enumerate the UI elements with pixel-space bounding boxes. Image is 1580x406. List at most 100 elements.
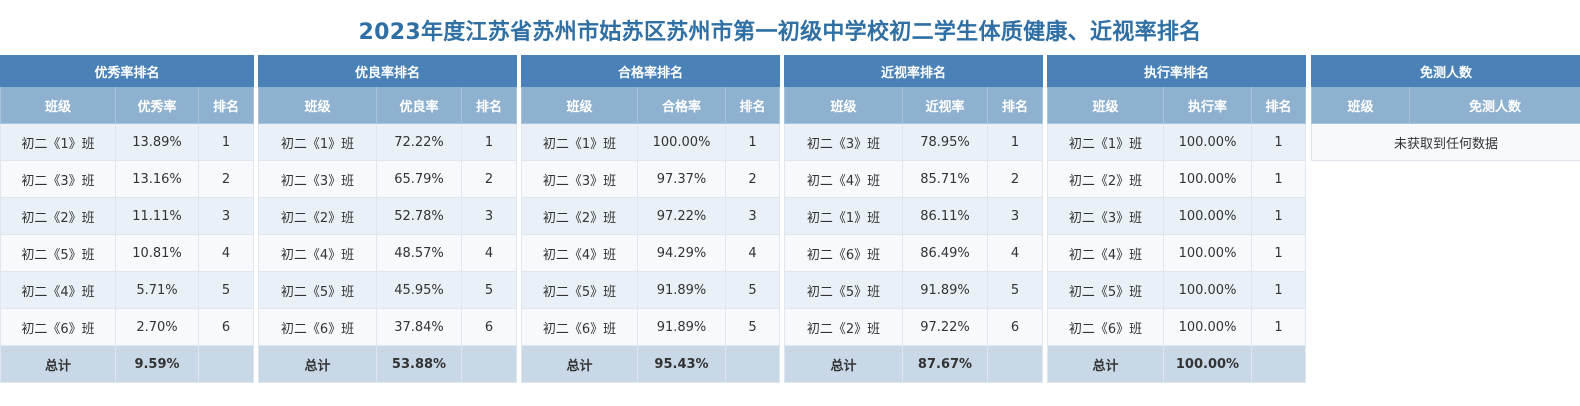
total-label: 总计 [784,345,903,383]
table-row: 初二《1》班 100.00% 1 [521,123,781,161]
cell-rate: 97.37% [637,160,726,198]
total-value: 9.59% [115,345,199,383]
column-header-rank: 排名 [724,86,781,124]
table-row: 初二《4》班 94.29% 4 [521,234,781,272]
cell-class: 初二《5》班 [521,271,638,309]
table-row: 初二《1》班 100.00% 1 [1047,123,1307,161]
cell-rate: 86.49% [902,234,988,272]
table-row: 初二《6》班 100.00% 1 [1047,308,1307,346]
table-row: 初二《5》班 10.81% 4 [0,234,255,272]
cell-rank: 3 [724,197,781,235]
cell-rank: 1 [1250,160,1307,198]
table-row: 初二《4》班 48.57% 4 [258,234,518,272]
cell-rank: 1 [1250,234,1307,272]
cell-class: 初二《1》班 [0,123,116,161]
cell-rank: 6 [197,308,255,346]
cell-rate: 100.00% [637,123,726,161]
cell-class: 初二《2》班 [521,197,638,235]
cell-class: 初二《2》班 [258,197,377,235]
cell-class: 初二《3》班 [1047,197,1164,235]
cell-rank: 5 [986,271,1044,309]
table-row: 初二《1》班 86.11% 3 [784,197,1044,235]
cell-rank: 3 [460,197,518,235]
cell-rank: 3 [197,197,255,235]
cell-class: 初二《5》班 [1047,271,1164,309]
cell-rank: 4 [460,234,518,272]
table-row: 初二《1》班 13.89% 1 [0,123,255,161]
cell-rank: 1 [197,123,255,161]
column-header-rate: 执行率 [1163,86,1252,124]
total-row: 总计 100.00% [1047,345,1307,383]
column-header-rank: 排名 [986,86,1044,124]
table-row: 初二《2》班 97.22% 3 [521,197,781,235]
cell-rank: 4 [724,234,781,272]
cell-rate: 45.95% [376,271,462,309]
table-row: 初二《3》班 65.79% 2 [258,160,518,198]
cell-class: 初二《6》班 [258,308,377,346]
exempt-table: 免测人数 班级 免测人数 未获取到任何数据 [1310,55,1580,161]
table-row: 初二《5》班 91.89% 5 [521,271,781,309]
total-label: 总计 [521,345,638,383]
cell-rate: 72.22% [376,123,462,161]
cell-class: 初二《5》班 [258,271,377,309]
cell-class: 初二《1》班 [521,123,638,161]
cell-class: 初二《4》班 [1047,234,1164,272]
cell-rank: 5 [197,271,255,309]
table-row: 初二《5》班 45.95% 5 [258,271,518,309]
cell-rate: 94.29% [637,234,726,272]
total-rank [1250,345,1307,383]
cell-rank: 1 [986,123,1044,161]
cell-rate: 37.84% [376,308,462,346]
table-row: 初二《6》班 86.49% 4 [784,234,1044,272]
column-header-class: 班级 [521,86,638,124]
cell-class: 初二《4》班 [784,160,903,198]
cell-class: 初二《6》班 [1047,308,1164,346]
column-header-rank: 排名 [197,86,255,124]
table-row: 初二《6》班 91.89% 5 [521,308,781,346]
cell-class: 初二《3》班 [258,160,377,198]
cell-rank: 6 [460,308,518,346]
total-value: 53.88% [376,345,462,383]
empty-row: 未获取到任何数据 [1310,123,1580,161]
cell-rate: 2.70% [115,308,199,346]
cell-rate: 91.89% [637,308,726,346]
column-header-class: 班级 [258,86,377,124]
cell-rank: 1 [460,123,518,161]
total-rank [724,345,781,383]
cell-rate: 85.71% [902,160,988,198]
total-label: 总计 [258,345,377,383]
cell-rate: 65.79% [376,160,462,198]
column-header-rank: 排名 [1250,86,1307,124]
cell-class: 初二《3》班 [784,123,903,161]
total-row: 总计 53.88% [258,345,518,383]
ranking-table: 优秀率排名 班级 优秀率 排名 初二《1》班 13.89% 1 初二《3》班 13.1… [0,55,255,383]
cell-class: 初二《1》班 [784,197,903,235]
cell-rate: 100.00% [1163,308,1252,346]
cell-rank: 6 [986,308,1044,346]
cell-rate: 100.00% [1163,271,1252,309]
cell-class: 初二《5》班 [0,234,116,272]
cell-rank: 4 [986,234,1044,272]
panel-pass-rate: 合格率排名 班级 合格率 排名 初二《1》班 100.00% 1 初二《3》班 97.… [520,55,781,383]
cell-rank: 5 [724,271,781,309]
cell-rate: 13.16% [115,160,199,198]
cell-rank: 1 [1250,197,1307,235]
cell-rate: 86.11% [902,197,988,235]
table-row: 初二《2》班 11.11% 3 [0,197,255,235]
table-row: 初二《6》班 2.70% 6 [0,308,255,346]
cell-rank: 1 [1250,271,1307,309]
table-row: 初二《2》班 100.00% 1 [1047,160,1307,198]
cell-rank: 5 [460,271,518,309]
panel-execution-rate: 执行率排名 班级 执行率 排名 初二《1》班 100.00% 1 初二《2》班 100… [1046,55,1307,383]
panel-title: 执行率排名 [1046,55,1307,87]
table-row: 初二《6》班 37.84% 6 [258,308,518,346]
cell-rate: 11.11% [115,197,199,235]
table-row: 初二《2》班 97.22% 6 [784,308,1044,346]
cell-rank: 1 [1250,123,1307,161]
cell-class: 初二《1》班 [1047,123,1164,161]
column-header-class: 班级 [0,86,116,124]
column-header-exempt: 免测人数 [1408,86,1580,124]
table-row: 初二《3》班 78.95% 1 [784,123,1044,161]
total-value: 87.67% [902,345,988,383]
total-rank [197,345,255,383]
